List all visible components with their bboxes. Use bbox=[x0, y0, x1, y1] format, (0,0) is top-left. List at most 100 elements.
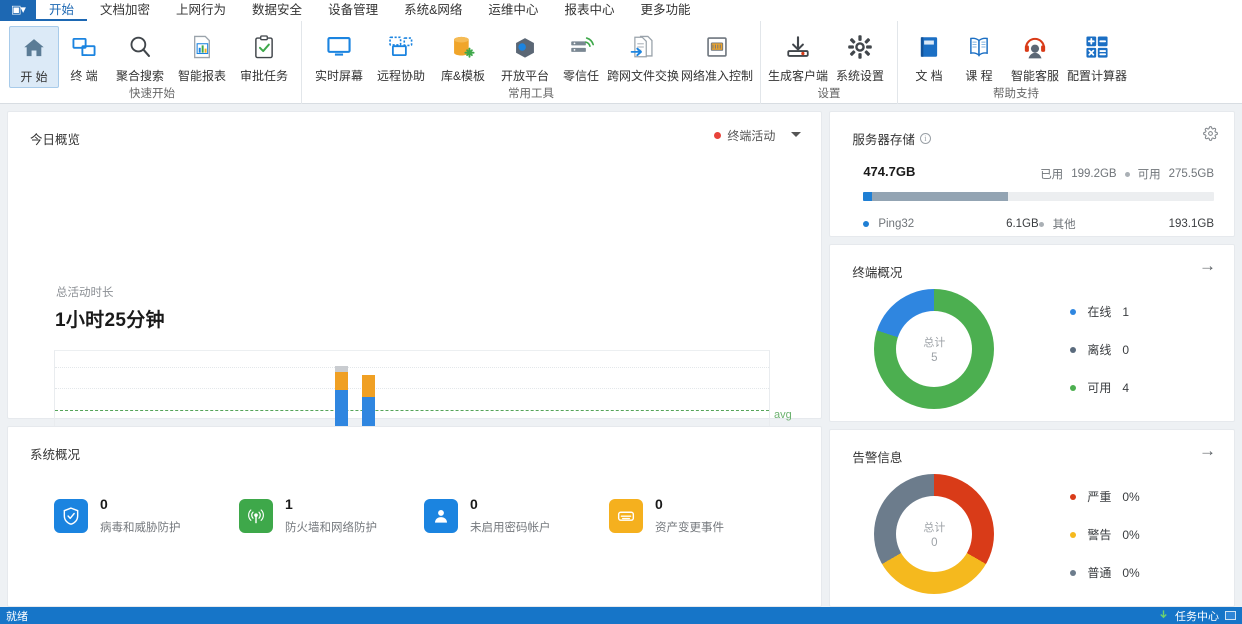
storage-progress-segment-other bbox=[871, 192, 1009, 201]
storage-settings-button[interactable] bbox=[1203, 126, 1218, 144]
donut-legend-item: 在线 1 bbox=[1070, 293, 1129, 331]
ribbon-tab-3[interactable]: 数据安全 bbox=[252, 3, 303, 17]
system-metric[interactable]: 0 未启用密码帐户 bbox=[424, 497, 609, 535]
course-icon bbox=[966, 30, 992, 64]
terminal-total-value: 5 bbox=[931, 351, 938, 364]
status-bar: 就绪 任务中心 bbox=[0, 607, 1242, 624]
system-metric[interactable]: 1 防火墙和网络防护 bbox=[239, 497, 424, 535]
donut-legend-item: 可用 4 bbox=[1070, 369, 1129, 407]
ribbon-button-label: 开放平台 bbox=[500, 69, 549, 83]
window-state-icon[interactable] bbox=[1225, 611, 1236, 620]
ribbon-button-label: 智能客服 bbox=[1010, 69, 1059, 83]
dashboard: 今日概览 终端活动 总活动时长 1小时25分钟 avg 0H6H12H18H 活… bbox=[0, 104, 1242, 608]
storage-item-name: Ping32 bbox=[878, 218, 915, 230]
ribbon-button-book[interactable]: 文 档 bbox=[904, 26, 954, 84]
ribbon-button-label: 库&模板 bbox=[440, 69, 485, 83]
ribbon-button-headset[interactable]: 智能客服 bbox=[1004, 26, 1066, 84]
ribbon-button-download-client[interactable]: 生成客户端 bbox=[767, 26, 829, 84]
donut-legend-dot bbox=[1070, 493, 1077, 500]
donut-legend-dot bbox=[1070, 531, 1077, 538]
storage-item-value: 6.1GB bbox=[1006, 218, 1039, 230]
ribbon-tab-2[interactable]: 上网行为 bbox=[176, 3, 227, 17]
user-icon bbox=[424, 498, 458, 533]
search-icon bbox=[127, 30, 153, 64]
system-metric[interactable]: 0 病毒和威胁防护 bbox=[54, 497, 239, 535]
status-text: 就绪 bbox=[6, 610, 28, 623]
activity-filter-label: 终端活动 bbox=[727, 129, 776, 143]
ribbon-button-database[interactable]: 库&模板 bbox=[432, 26, 494, 84]
ribbon-button-report[interactable]: 智能报表 bbox=[171, 26, 233, 84]
system-overview-card: 系统概况 0 病毒和威胁防护 1 防火墙和网络防护 0 未启用密码帐户 0 资产… bbox=[7, 425, 823, 607]
ribbon-tab-5[interactable]: 系统&网络 bbox=[404, 3, 463, 17]
ribbon-tab-0[interactable]: 开始 bbox=[36, 0, 88, 21]
ribbon-button-file-exchange[interactable]: 跨网文件交换 bbox=[606, 26, 680, 84]
ribbon-tab-1[interactable]: 文档加密 bbox=[100, 3, 151, 17]
book-icon bbox=[916, 30, 942, 64]
ribbon-tab-6[interactable]: 运维中心 bbox=[488, 3, 539, 17]
ribbon-button-label: 生成客户端 bbox=[767, 69, 828, 83]
storage-item-dot bbox=[1038, 221, 1044, 227]
firewall-icon bbox=[239, 498, 273, 533]
alarm-info-arrow-icon[interactable]: → bbox=[1199, 440, 1216, 460]
ribbon-button-label: 网络准入控制 bbox=[680, 69, 753, 83]
app-menu-button[interactable]: ▣▾ bbox=[0, 0, 36, 21]
ribbon-button-remote-assist[interactable]: 远程协助 bbox=[370, 26, 432, 84]
donut-legend-value: 1 bbox=[1122, 304, 1130, 319]
terminal-total-label: 总计 bbox=[923, 336, 946, 349]
system-metric-value: 0 bbox=[655, 495, 663, 512]
info-icon[interactable]: i bbox=[919, 133, 931, 144]
system-metric[interactable]: 0 资产变更事件 bbox=[609, 497, 794, 535]
activity-bars bbox=[55, 351, 769, 432]
storage-breakdown-item: Ping32 6.1GB bbox=[863, 216, 1039, 232]
approval-icon bbox=[251, 30, 277, 64]
donut-legend-value: 0% bbox=[1122, 527, 1140, 542]
ribbon-button-home[interactable]: 开 始 bbox=[9, 26, 59, 88]
donut-legend-value: 0% bbox=[1122, 565, 1140, 580]
ribbon-button-monitor[interactable]: 实时屏幕 bbox=[308, 26, 370, 84]
ribbon-groups: 开 始 终 端 聚合搜索 智能报表 审批任务 快速开始 实时屏幕 远程协助 库&模板 开放平台 零信… bbox=[0, 21, 1242, 104]
activity-bar bbox=[334, 366, 348, 432]
terminal-overview-arrow-icon[interactable]: → bbox=[1199, 255, 1216, 275]
ribbon-group-0: 开 始 终 端 聚合搜索 智能报表 审批任务 快速开始 bbox=[3, 21, 301, 104]
activity-bar-segment-active bbox=[334, 390, 348, 432]
ribbon-tabbar: ▣▾ 开始 文档加密 上网行为 数据安全 设备管理 系统&网络 运维中心 报表中心 更多功能 bbox=[0, 0, 1242, 21]
activity-bar bbox=[361, 375, 375, 432]
activity-bar-segment-idle bbox=[334, 371, 348, 391]
total-activity-value: 1小时25分钟 bbox=[55, 310, 165, 331]
storage-breakdown-item: 其他 193.1GB bbox=[1038, 216, 1215, 232]
today-overview-title: 今日概览 bbox=[30, 133, 81, 147]
donut-legend-dot bbox=[1070, 346, 1077, 353]
terminal-legend: 在线 1 离线 0 可用 4 bbox=[1070, 293, 1129, 407]
donut-legend-item: 离线 0 bbox=[1070, 331, 1129, 369]
cube-icon bbox=[512, 30, 538, 64]
storage-free-value: 275.5GB bbox=[1168, 168, 1214, 180]
download-arrow-icon bbox=[1158, 609, 1169, 623]
task-center-button[interactable]: 任务中心 bbox=[1175, 610, 1219, 623]
ribbon-button-zerotrust[interactable]: 零信任 bbox=[556, 26, 606, 84]
ribbon-tab-7[interactable]: 报表中心 bbox=[564, 3, 615, 17]
chevron-down-icon[interactable] bbox=[791, 132, 802, 137]
activity-filter-dropdown[interactable]: 终端活动 bbox=[714, 127, 775, 144]
separator-dot-icon bbox=[1124, 171, 1130, 177]
storage-item-value: 193.1GB bbox=[1168, 218, 1215, 230]
activity-bar-segment-active bbox=[361, 397, 375, 432]
gridline bbox=[55, 367, 769, 368]
ribbon-button-network-access[interactable]: 网络准入控制 bbox=[680, 26, 754, 84]
system-metric-label: 防火墙和网络防护 bbox=[285, 521, 377, 534]
donut-legend-value: 0% bbox=[1122, 489, 1140, 504]
activity-filter-dot bbox=[714, 132, 722, 139]
asset-icon bbox=[609, 498, 643, 533]
ribbon-tab-4[interactable]: 设备管理 bbox=[328, 3, 379, 17]
system-metric-label: 病毒和威胁防护 bbox=[100, 521, 181, 534]
ribbon-button-course[interactable]: 课 程 bbox=[954, 26, 1004, 84]
ribbon-button-search[interactable]: 聚合搜索 bbox=[109, 26, 171, 84]
ribbon-button-gear[interactable]: 系统设置 bbox=[829, 26, 891, 84]
ribbon-button-terminal[interactable]: 终 端 bbox=[59, 26, 109, 84]
home-icon bbox=[21, 31, 47, 65]
ribbon-tab-8[interactable]: 更多功能 bbox=[640, 3, 691, 17]
ribbon-button-cube[interactable]: 开放平台 bbox=[494, 26, 556, 84]
ribbon-button-approval[interactable]: 审批任务 bbox=[233, 26, 295, 84]
ribbon-button-calculator[interactable]: 配置计算器 bbox=[1066, 26, 1128, 84]
alarm-legend: 严重 0% 警告 0% 普通 0% bbox=[1070, 478, 1140, 592]
activity-bar-segment-idle bbox=[361, 375, 375, 398]
